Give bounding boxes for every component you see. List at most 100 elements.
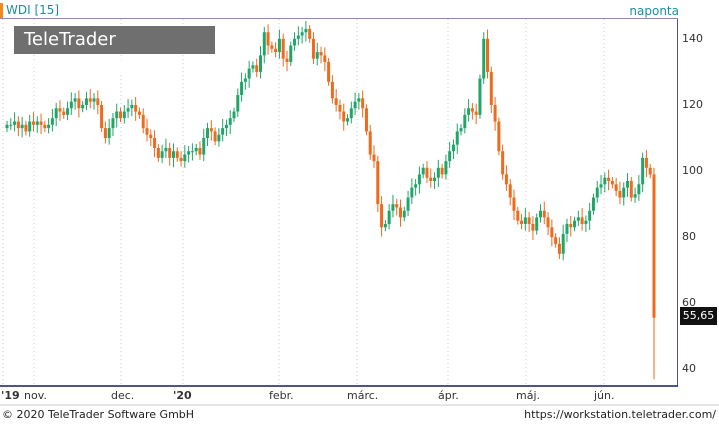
- candle-body: [31, 121, 35, 125]
- candle-body: [20, 124, 24, 129]
- candle-body: [164, 147, 168, 152]
- candle-body: [9, 124, 13, 126]
- candle-body: [368, 131, 372, 155]
- candle-body: [304, 28, 308, 33]
- candle-body: [489, 71, 493, 105]
- candle-body: [84, 98, 88, 105]
- candle-body: [459, 128, 463, 132]
- candle-body: [644, 157, 648, 168]
- candle-body: [145, 128, 149, 135]
- candle-body: [478, 78, 482, 115]
- candle-body: [652, 174, 656, 318]
- candle-body: [315, 52, 319, 59]
- x-tick-label: máj.: [516, 389, 541, 402]
- candle-body: [327, 61, 331, 82]
- orange-marker-icon: [0, 3, 3, 18]
- candle-body: [126, 108, 130, 112]
- candle-body: [588, 210, 592, 221]
- x-tick-label: márc.: [347, 389, 379, 402]
- candle-body: [342, 111, 346, 122]
- candle-body: [349, 108, 353, 119]
- watermark-logo: TeleTrader WorkStation: [14, 26, 215, 78]
- candle-body: [569, 223, 573, 228]
- candle-body: [554, 237, 558, 244]
- candle-body: [470, 108, 474, 112]
- candle-body: [448, 151, 452, 162]
- candle-body: [141, 114, 145, 129]
- candle-body: [130, 104, 134, 109]
- candle-body: [96, 98, 100, 105]
- x-tick-label: jún.: [594, 389, 615, 402]
- candle-body: [607, 177, 611, 182]
- x-tick-label: dec.: [111, 389, 135, 402]
- candle-body: [595, 187, 599, 198]
- candle-body: [591, 197, 595, 211]
- candle-body: [535, 217, 539, 231]
- candle-body: [376, 161, 380, 205]
- candle-body: [406, 197, 410, 211]
- candle-body: [13, 121, 17, 125]
- candle-body: [308, 28, 312, 39]
- candle-body: [501, 151, 505, 175]
- candle-body: [334, 98, 338, 105]
- candle-body: [557, 243, 561, 254]
- candle-body: [398, 207, 402, 218]
- candle-body: [232, 111, 236, 119]
- candle-body: [73, 98, 77, 102]
- candle-body: [277, 38, 281, 53]
- candle-body: [497, 121, 501, 152]
- candle-body: [414, 184, 418, 188]
- candle-body: [5, 124, 9, 129]
- candle-body: [183, 154, 187, 162]
- x-tick-label: '19: [1, 389, 20, 402]
- candle-body: [455, 131, 459, 145]
- candle-body: [179, 157, 183, 162]
- candle-body: [289, 45, 293, 62]
- candle-body: [508, 184, 512, 198]
- copyright-text: © 2020 TeleTrader Software GmbH: [2, 408, 195, 421]
- y-tick-label: 120: [682, 97, 703, 111]
- candle-body: [224, 124, 228, 129]
- candle-body: [171, 151, 175, 158]
- candle-body: [115, 111, 119, 119]
- candle-body: [81, 104, 85, 109]
- candle-body: [190, 151, 194, 153]
- candle-body: [584, 220, 588, 224]
- footer-url[interactable]: https://workstation.teletrader.com/: [524, 408, 716, 421]
- candle-body: [391, 204, 395, 211]
- candle-body: [243, 78, 247, 82]
- candle-body: [251, 65, 255, 69]
- candle-body: [467, 108, 471, 115]
- candle-body: [270, 45, 274, 49]
- candle-body: [103, 128, 107, 139]
- candle-body: [618, 190, 622, 198]
- instrument-label: WDI [15]: [0, 3, 59, 18]
- candle-body: [149, 134, 153, 139]
- candle-body: [353, 101, 357, 109]
- candle-body: [47, 124, 51, 129]
- candle-body: [512, 197, 516, 211]
- candle-body: [221, 128, 225, 135]
- candle-body: [402, 210, 406, 218]
- candle-body: [255, 65, 259, 72]
- candle-body: [417, 174, 421, 185]
- y-tick-label: 60: [682, 296, 696, 310]
- candle-body: [614, 184, 618, 191]
- candle-body: [493, 104, 497, 122]
- candle-body: [357, 98, 361, 102]
- candle-body: [50, 118, 54, 125]
- candle-body: [122, 111, 126, 119]
- candle-body: [599, 184, 603, 188]
- candle-body: [77, 98, 81, 109]
- candle-body: [520, 220, 524, 224]
- candle-body: [440, 167, 444, 175]
- candle-body: [372, 154, 376, 162]
- candle-body: [107, 128, 111, 139]
- candle-body: [168, 147, 172, 158]
- candle-body: [433, 177, 437, 182]
- candle-body: [240, 81, 244, 96]
- candle-body: [610, 181, 614, 185]
- candle-body: [361, 98, 365, 109]
- plot-area: [0, 19, 678, 386]
- candle-body: [538, 210, 542, 218]
